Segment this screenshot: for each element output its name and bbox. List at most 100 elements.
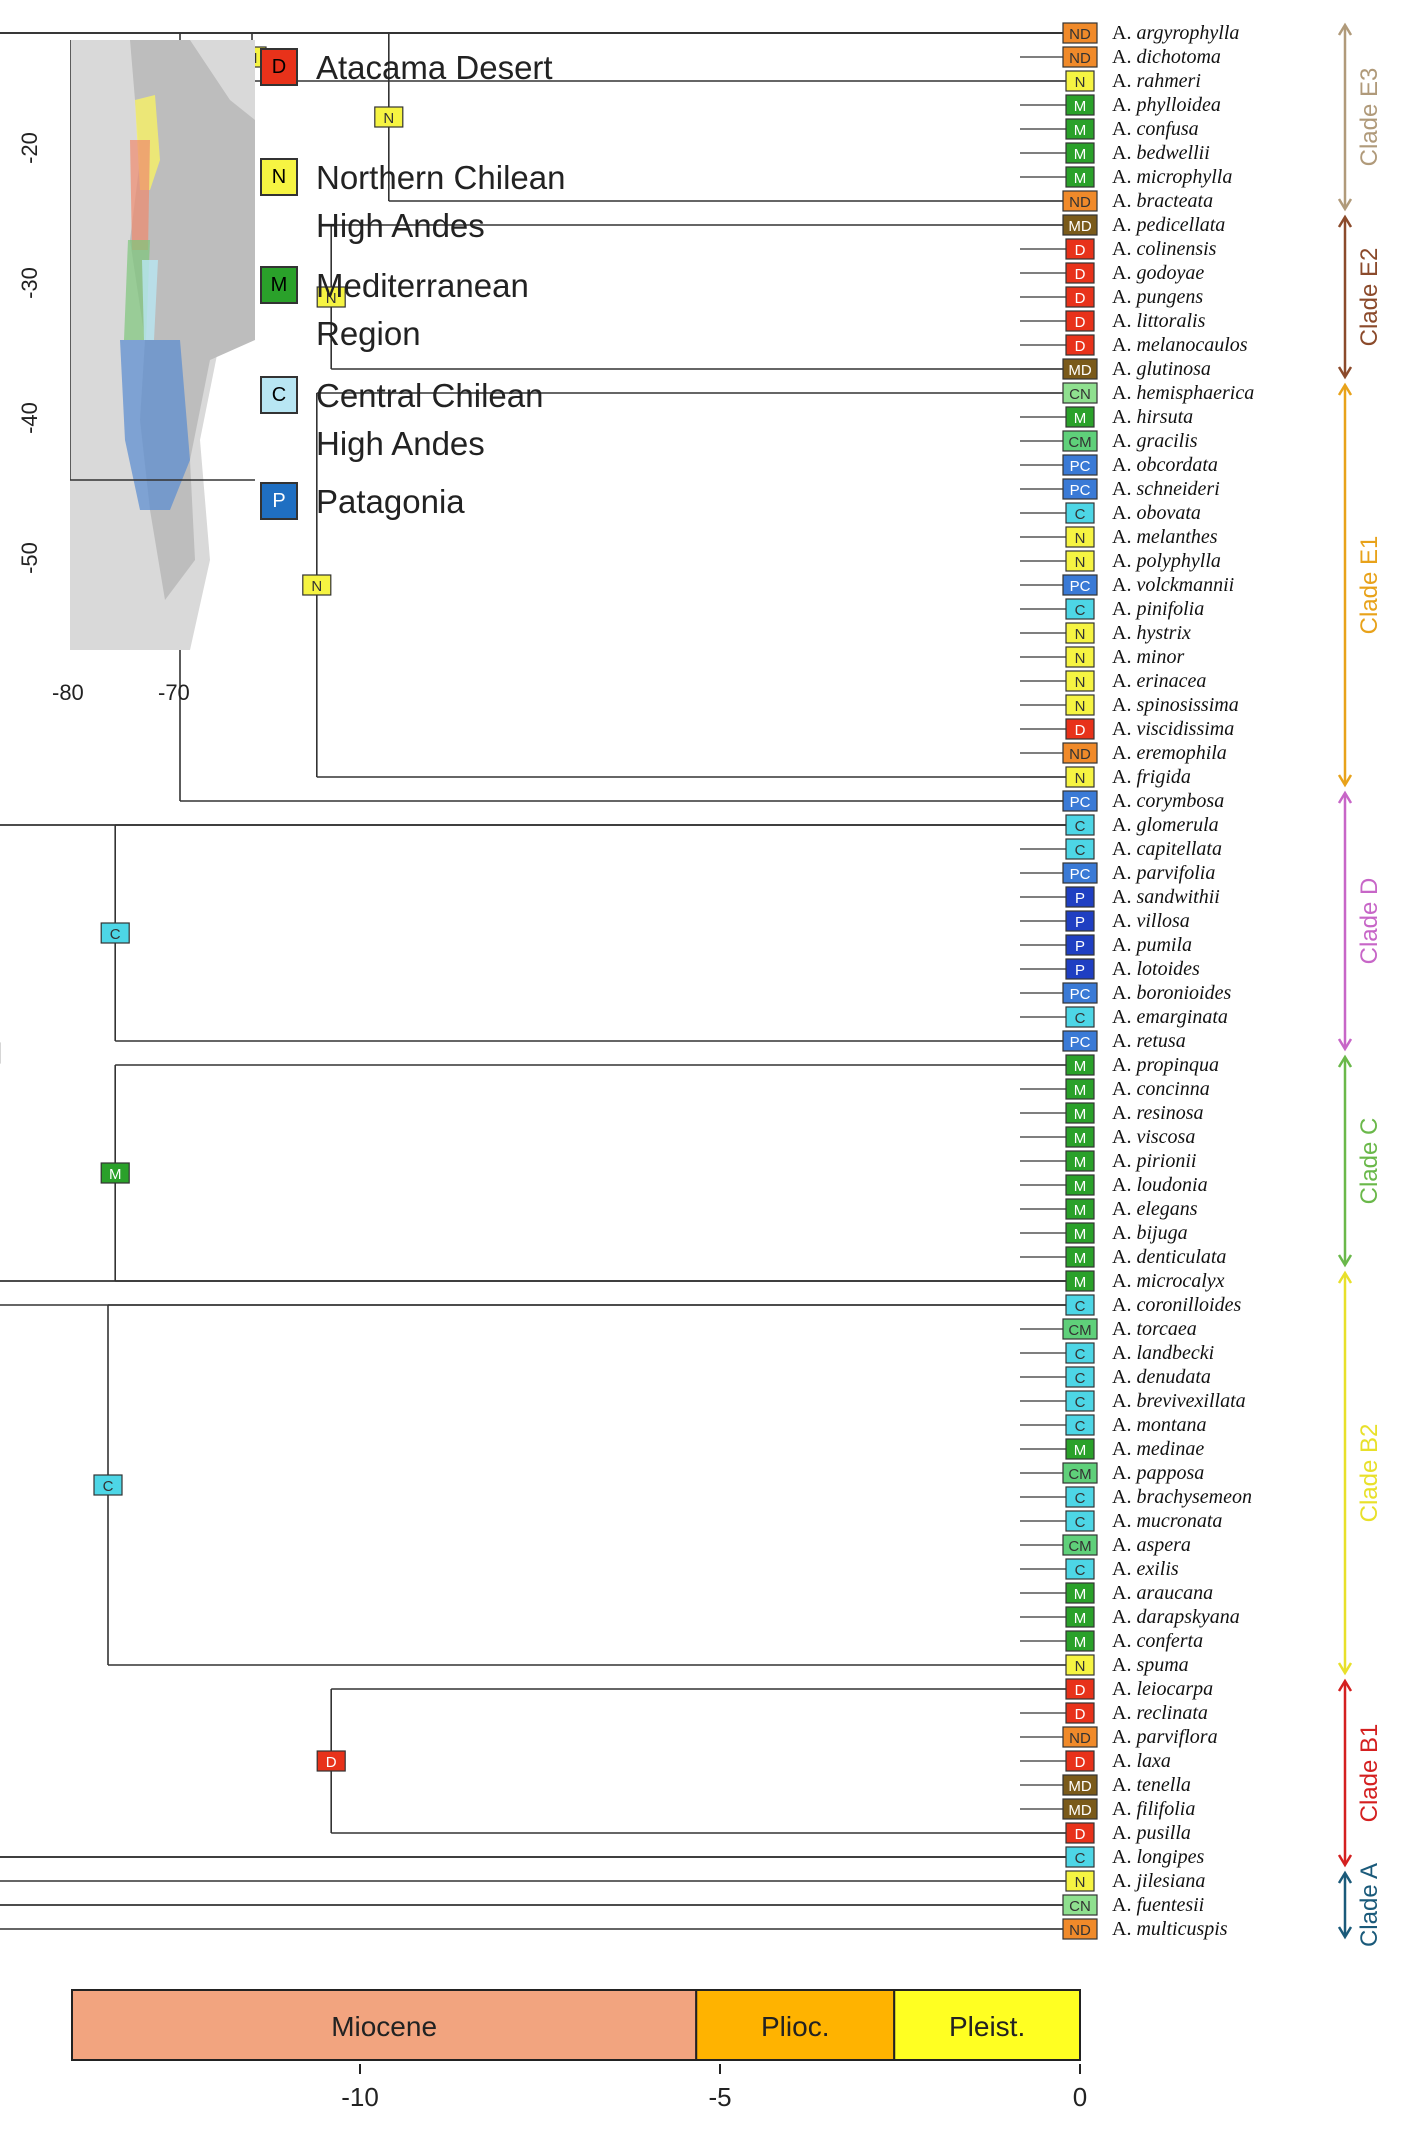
- node-state-label: D: [1075, 290, 1086, 307]
- tip-label: A. sandwithii: [1112, 886, 1220, 908]
- node-state-label: M: [1074, 1442, 1087, 1459]
- map-lat-tick: -50: [16, 542, 42, 574]
- node-box: [1065, 1654, 1095, 1676]
- node-state-label: M: [1074, 1130, 1087, 1147]
- legend-label: Mediterranean Region: [316, 267, 529, 352]
- legend-item-northern-andes: N Northern Chilean High Andes: [260, 154, 565, 250]
- node-state-label: C: [1075, 1562, 1086, 1579]
- clade-arrow-top: [1337, 382, 1353, 396]
- node-box: [1065, 1150, 1095, 1172]
- tip-label: A. araucana: [1112, 1582, 1213, 1604]
- node-state-label: M: [109, 1166, 122, 1183]
- tip-node-microcalyx: M: [1065, 1270, 1095, 1292]
- tip-label: A. hystrix: [1112, 622, 1191, 644]
- clade-label: Clade E1: [1356, 536, 1383, 635]
- node-box: [1065, 694, 1095, 716]
- node-state-label: MD: [1068, 1778, 1091, 1795]
- internal-node: N: [374, 106, 404, 128]
- node-box: [1065, 718, 1095, 740]
- node-state-label: PC: [1070, 482, 1091, 499]
- tip-label: A. emarginata: [1112, 1006, 1228, 1028]
- tip-node-colinensis: D: [1065, 238, 1095, 260]
- tip-node-pumila: P: [1065, 934, 1095, 956]
- node-box: [1065, 1270, 1095, 1292]
- tip-node-confusa: M: [1065, 118, 1095, 140]
- node-state-label: D: [1075, 1682, 1086, 1699]
- node-state-label: M: [1074, 122, 1087, 139]
- clade-clade-b2: Clade B2: [1337, 1270, 1383, 1676]
- node-box: [1062, 790, 1098, 812]
- node-box: [1065, 550, 1095, 572]
- node-box: [1065, 1054, 1095, 1076]
- node-box: [1062, 214, 1098, 236]
- node-box: [1062, 358, 1098, 380]
- legend-item-atacama: D Atacama Desert: [260, 44, 553, 92]
- node-state-label: D: [1075, 1826, 1086, 1843]
- tip-label: A. littoralis: [1112, 310, 1206, 332]
- epoch-bar: [893, 1989, 1081, 2061]
- clade-clade-c: Clade C: [1337, 1054, 1383, 1268]
- tip-label: A. bracteata: [1112, 190, 1213, 212]
- node-box: [1065, 1342, 1095, 1364]
- node-state-label: C: [1075, 1370, 1086, 1387]
- tip-label: A. microcalyx: [1112, 1270, 1225, 1292]
- epoch-plioc: Plioc.: [695, 1989, 896, 2061]
- tip-label: A. rahmeri: [1112, 70, 1201, 92]
- node-box: [374, 106, 404, 128]
- tip-node-araucana: M: [1065, 1582, 1095, 1604]
- node-state-label: N: [1075, 626, 1086, 643]
- node-state-label: C: [103, 1478, 114, 1495]
- tip-label: A. longipes: [1112, 1846, 1204, 1868]
- tip-node-brevivexillata: C: [1065, 1390, 1095, 1412]
- tip-node-hirsuta: M: [1065, 406, 1095, 428]
- tip-node-conferta: M: [1065, 1630, 1095, 1652]
- clade-clade-a: Clade A: [1337, 1863, 1383, 1947]
- tip-label: A. boronioides: [1112, 982, 1231, 1004]
- node-box: [1062, 1462, 1098, 1484]
- clade-label: Clade B2: [1356, 1424, 1383, 1523]
- node-state-label: M: [1074, 1058, 1087, 1075]
- node-state-label: N: [1075, 1658, 1086, 1675]
- clade-clade-e2: Clade E2: [1337, 214, 1383, 380]
- node-box: [1065, 1078, 1095, 1100]
- node-state-label: M: [1074, 1610, 1087, 1627]
- node-box: [1065, 1582, 1095, 1604]
- tip-label: A. coronilloides: [1112, 1294, 1241, 1316]
- clade-label: Clade B1: [1356, 1724, 1383, 1823]
- tip-label: A. pirionii: [1112, 1150, 1196, 1172]
- node-state-label: C: [1075, 1346, 1086, 1363]
- tip-label: A. viscosa: [1112, 1126, 1195, 1148]
- tip-node-melanocaulos: D: [1065, 334, 1095, 356]
- tip-label: A. colinensis: [1112, 238, 1217, 260]
- tip-node-rahmeri: N: [1065, 70, 1095, 92]
- tip-label: A. microphylla: [1112, 166, 1232, 188]
- tip-node-tenella: MD: [1062, 1774, 1098, 1796]
- clade-clade-e3: Clade E3: [1337, 22, 1383, 212]
- tip-node-resinosa: M: [1065, 1102, 1095, 1124]
- internal-node: N: [316, 286, 346, 308]
- node-box: [1065, 142, 1095, 164]
- tip-node-loudonia: M: [1065, 1174, 1095, 1196]
- clade-arrow-bottom: [1337, 1926, 1353, 1940]
- node-box: [1065, 1246, 1095, 1268]
- node-box: [1062, 742, 1098, 764]
- tip-label: A. parviflora: [1112, 1726, 1218, 1748]
- tip-node-pungens: D: [1065, 286, 1095, 308]
- node-box: [1062, 22, 1098, 44]
- tip-label: A. schneideri: [1112, 478, 1220, 500]
- node-box: [1065, 886, 1095, 908]
- node-state-label: C: [1075, 506, 1086, 523]
- tip-node-pinifolia: C: [1065, 598, 1095, 620]
- tip-node-coronilloides: C: [1065, 1294, 1095, 1316]
- node-box: [1065, 670, 1095, 692]
- node-state-label: P: [1075, 962, 1085, 979]
- node-state-label: M: [1074, 170, 1087, 187]
- tip-label: A. lotoides: [1112, 958, 1200, 980]
- legend-item-mediterranean: M Mediterranean Region: [260, 262, 529, 358]
- tip-label: A. retusa: [1112, 1030, 1186, 1052]
- tip-label: A. pusilla: [1112, 1822, 1191, 1844]
- tip-label: A. papposa: [1112, 1462, 1204, 1484]
- tip-label: A. darapskyana: [1112, 1606, 1240, 1628]
- node-state-label: N: [1075, 650, 1086, 667]
- map-graphic: [69, 40, 255, 650]
